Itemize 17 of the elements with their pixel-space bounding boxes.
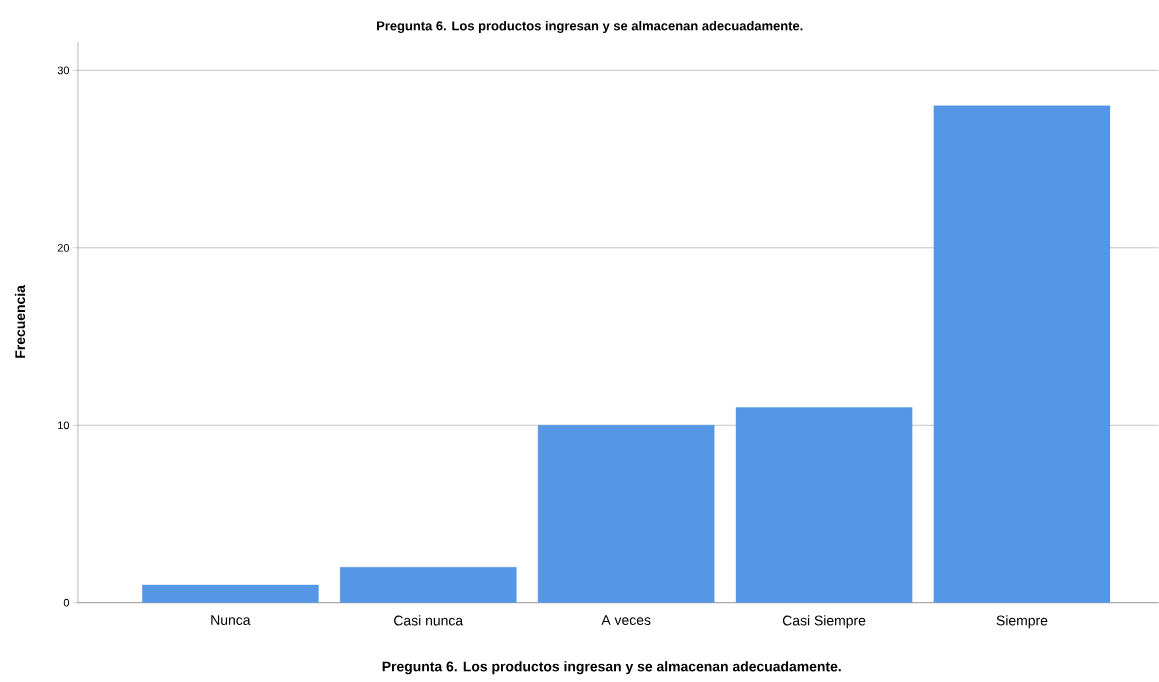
y-tick-label: 10 (58, 421, 70, 430)
y-tick-label: 30 (57, 66, 70, 75)
bar (339, 567, 517, 603)
chart-title: Pregunta 6. Los productos ingresan y se almacenan adecuadamente. (377, 21, 803, 34)
bar (142, 584, 319, 603)
y-tick-label: 0 (63, 599, 70, 607)
x-tick-label: Casi nunca (394, 615, 464, 626)
bar (537, 425, 715, 603)
bar (933, 105, 1111, 603)
y-axis-title: Frecuencia (14, 285, 26, 358)
y-tick-label: 20 (57, 244, 70, 252)
x-tick-label: Casi Siempre (782, 615, 866, 629)
x-axis-title: Pregunta 6. Los productos ingresan y se almacenan adecuadamente. (382, 661, 841, 675)
x-tick-label: A veces (601, 615, 651, 626)
x-tick-label: Nunca (211, 615, 251, 626)
x-tick-label: Siempre (996, 615, 1048, 629)
bar (735, 407, 913, 603)
